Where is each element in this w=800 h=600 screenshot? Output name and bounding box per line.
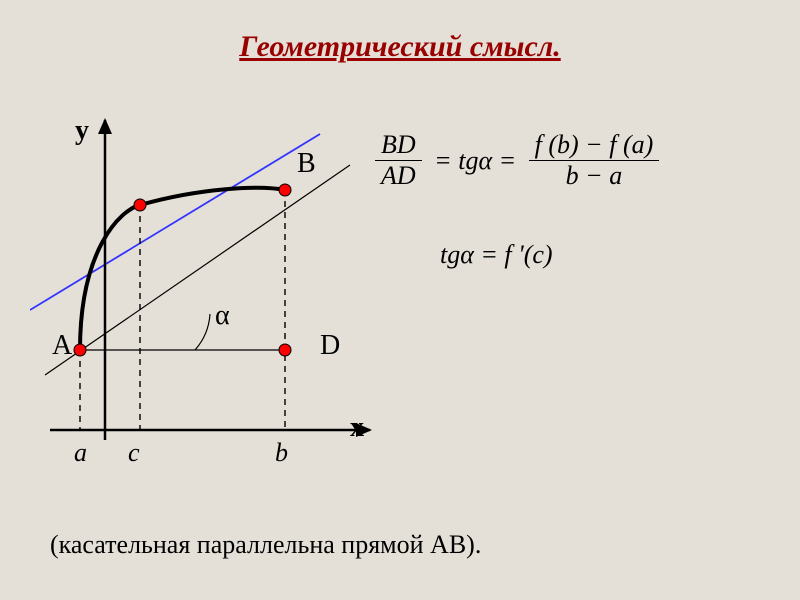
f1-num2: f (b) − f (a): [529, 130, 660, 161]
label-point-D: D: [320, 330, 340, 362]
label-x-axis: x: [350, 412, 364, 444]
f1-den2: b − a: [529, 161, 660, 191]
label-tick-b: b: [275, 438, 288, 468]
label-tick-c: c: [128, 438, 140, 468]
label-y-axis: y: [75, 115, 89, 147]
diagram-svg: [30, 110, 390, 470]
label-tick-a: a: [74, 438, 87, 468]
footer-note: (касательная параллельна прямой АВ).: [50, 530, 481, 560]
label-point-A: A: [52, 330, 72, 362]
formula-tangent-derivative: tgα = f '(c): [440, 240, 553, 270]
label-point-B: B: [297, 148, 316, 180]
slide-title: Геометрический смысл.: [0, 30, 800, 64]
f1-num1: BD: [375, 130, 422, 161]
f1-den1: AD: [375, 161, 422, 191]
f1-mid: = tgα =: [428, 146, 522, 176]
formula-lagrange-ratio: BD AD = tgα = f (b) − f (a) b − a: [375, 130, 659, 191]
label-alpha: α: [215, 300, 230, 332]
